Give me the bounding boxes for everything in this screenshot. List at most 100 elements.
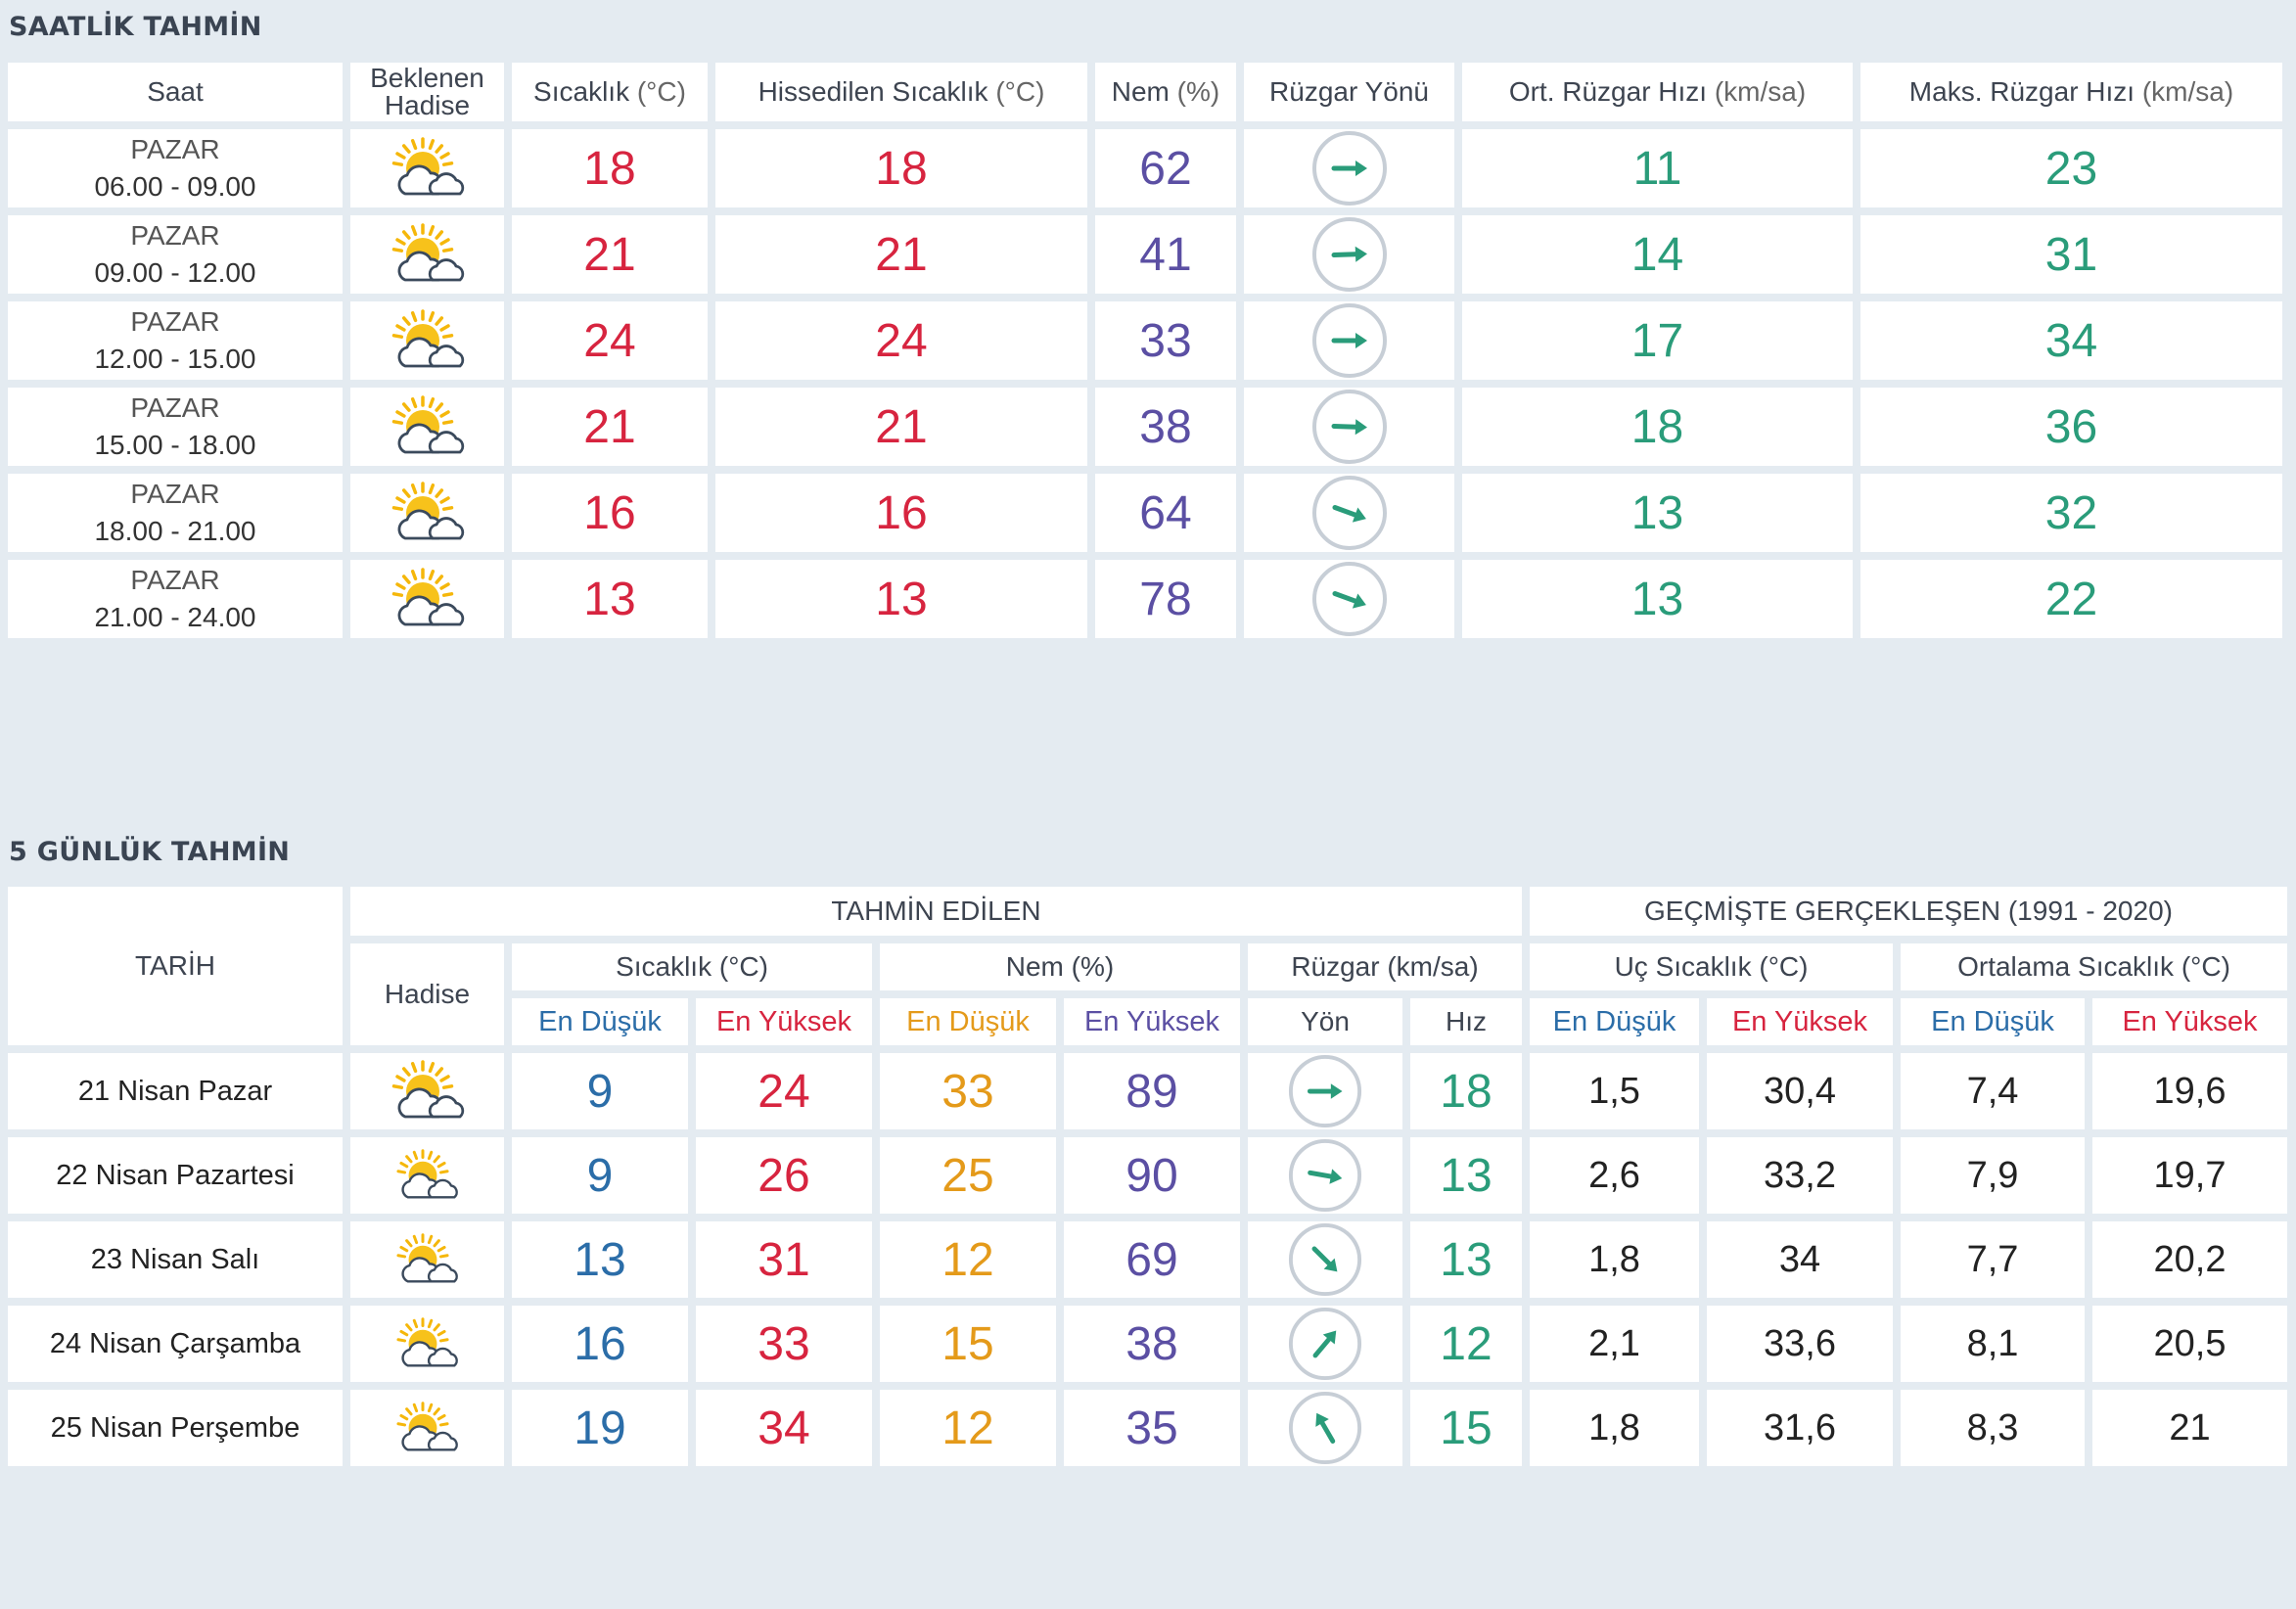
daily-date: 24 Nisan Çarşamba xyxy=(8,1306,343,1382)
hourly-time-cell: PAZAR 21.00 - 24.00 xyxy=(8,560,343,638)
daily-temp-max: 31 xyxy=(696,1221,872,1298)
daily-wind-speed: 18 xyxy=(1410,1053,1522,1129)
daily-wind-speed: 15 xyxy=(1410,1390,1522,1466)
partly-cloudy-icon xyxy=(350,223,504,286)
daily-row: 25 Nisan Perşembe 19 34 12 35 15 1,8 31,6 8,3 2… xyxy=(8,1390,2287,1466)
hourly-time-cell: PAZAR 09.00 - 12.00 xyxy=(8,215,343,294)
hourly-feels-like: 24 xyxy=(715,301,1087,380)
daily-date: 22 Nisan Pazartesi xyxy=(8,1137,343,1214)
hourly-time-range: 21.00 - 24.00 xyxy=(94,602,256,632)
hourly-time-range: 06.00 - 09.00 xyxy=(94,171,256,202)
daily-humidity-min: 25 xyxy=(880,1137,1056,1214)
hourly-humidity: 41 xyxy=(1095,215,1236,294)
partly-cloudy-icon xyxy=(350,1149,504,1202)
partly-cloudy-icon xyxy=(350,1317,504,1370)
header-temp-unit: (°C) xyxy=(636,76,686,107)
daily-extreme-max: 33,2 xyxy=(1707,1137,1893,1214)
hourly-weather-cell xyxy=(350,129,504,207)
daily-date: 25 Nisan Perşembe xyxy=(8,1390,343,1466)
daily-wind-direction xyxy=(1248,1137,1402,1214)
daily-humidity-min: 33 xyxy=(880,1053,1056,1129)
daily-average-max: 19,6 xyxy=(2092,1053,2287,1129)
daily-average-max: 21 xyxy=(2092,1390,2287,1466)
daily-row: 24 Nisan Çarşamba 16 33 15 38 12 2,1 33,6 8,1 2… xyxy=(8,1306,2287,1382)
hourly-temperature: 24 xyxy=(512,301,708,380)
header-extreme-min: En Düşük xyxy=(1530,998,1699,1045)
hourly-wind-direction xyxy=(1244,215,1454,294)
daily-humidity-min: 15 xyxy=(880,1306,1056,1382)
header-feels-label: Hissedilen Sıcaklık xyxy=(758,76,988,107)
daily-humidity-max: 89 xyxy=(1064,1053,1240,1129)
header-hadise-line2: Hadise xyxy=(384,90,471,120)
header-extreme-temperature: Uç Sıcaklık (°C) xyxy=(1530,943,1893,990)
hourly-day: PAZAR xyxy=(130,306,220,337)
hourly-weather-cell xyxy=(350,215,504,294)
daily-humidity-min: 12 xyxy=(880,1221,1056,1298)
daily-extreme-min: 1,5 xyxy=(1530,1053,1699,1129)
header-wind-direction: Rüzgar Yönü xyxy=(1244,63,1454,121)
hourly-row: PAZAR 12.00 - 15.00 24 24 33 17 34 xyxy=(8,301,2282,380)
wind-direction-arrow-icon xyxy=(1248,1053,1402,1129)
wind-direction-arrow-icon xyxy=(1244,560,1454,638)
hourly-wind-direction xyxy=(1244,474,1454,552)
hourly-humidity: 64 xyxy=(1095,474,1236,552)
hourly-wind-avg: 18 xyxy=(1462,388,1853,466)
hourly-temperature: 13 xyxy=(512,560,708,638)
hourly-feels-like: 13 xyxy=(715,560,1087,638)
hourly-day: PAZAR xyxy=(130,392,220,423)
header-temp-label: Sıcaklık xyxy=(533,76,630,107)
daily-extreme-max: 33,6 xyxy=(1707,1306,1893,1382)
header-history-group: GEÇMİŞTE GERÇEKLEŞEN (1991 - 2020) xyxy=(1530,887,2287,936)
daily-average-max: 20,2 xyxy=(2092,1221,2287,1298)
daily-temp-max: 34 xyxy=(696,1390,872,1466)
hourly-temperature: 18 xyxy=(512,129,708,207)
daily-extreme-max: 34 xyxy=(1707,1221,1893,1298)
daily-wind-speed: 13 xyxy=(1410,1221,1522,1298)
daily-date: 23 Nisan Salı xyxy=(8,1221,343,1298)
header-forecast-group: TAHMİN EDİLEN xyxy=(350,887,1522,936)
header-average-min: En Düşük xyxy=(1901,998,2085,1045)
daily-humidity-max: 38 xyxy=(1064,1306,1240,1382)
hourly-weather-cell xyxy=(350,301,504,380)
wind-direction-arrow-icon xyxy=(1248,1306,1402,1382)
hourly-row: PAZAR 21.00 - 24.00 13 13 78 13 22 xyxy=(8,560,2282,638)
daily-wind-direction xyxy=(1248,1390,1402,1466)
header-average-temperature: Ortalama Sıcaklık (°C) xyxy=(1901,943,2287,990)
daily-average-max: 19,7 xyxy=(2092,1137,2287,1214)
hourly-humidity: 38 xyxy=(1095,388,1236,466)
hourly-time-cell: PAZAR 06.00 - 09.00 xyxy=(8,129,343,207)
hourly-humidity: 78 xyxy=(1095,560,1236,638)
hourly-feels-like: 21 xyxy=(715,388,1087,466)
hourly-time-range: 09.00 - 12.00 xyxy=(94,257,256,288)
daily-temp-max: 26 xyxy=(696,1137,872,1214)
header-hadise-line1: Beklenen xyxy=(370,63,484,93)
daily-humidity-max: 35 xyxy=(1064,1390,1240,1466)
wind-direction-arrow-icon xyxy=(1244,215,1454,294)
hourly-forecast-table: Saat Beklenen Hadise Sıcaklık (°C) Hisse… xyxy=(0,55,2290,646)
hourly-day: PAZAR xyxy=(130,220,220,251)
header-daily-humidity: Nem (%) xyxy=(880,943,1240,990)
hourly-wind-max: 32 xyxy=(1860,474,2282,552)
hourly-row: PAZAR 15.00 - 18.00 21 21 38 18 36 xyxy=(8,388,2282,466)
hourly-feels-like: 18 xyxy=(715,129,1087,207)
hourly-time-cell: PAZAR 12.00 - 15.00 xyxy=(8,301,343,380)
daily-wind-direction xyxy=(1248,1306,1402,1382)
daily-wind-speed: 13 xyxy=(1410,1137,1522,1214)
header-hadise: Hadise xyxy=(350,943,504,1045)
header-humidity-unit: (%) xyxy=(1176,76,1220,107)
hourly-day: PAZAR xyxy=(130,479,220,509)
daily-average-min: 8,1 xyxy=(1901,1306,2085,1382)
header-wind-dir: Yön xyxy=(1248,998,1402,1045)
daily-humidity-min: 12 xyxy=(880,1390,1056,1466)
hourly-day: PAZAR xyxy=(130,134,220,164)
hourly-weather-cell xyxy=(350,560,504,638)
header-temp-max: En Yüksek xyxy=(696,998,872,1045)
hourly-weather-cell xyxy=(350,474,504,552)
partly-cloudy-icon xyxy=(350,1233,504,1286)
daily-temp-min: 9 xyxy=(512,1053,688,1129)
hourly-feels-like: 16 xyxy=(715,474,1087,552)
header-temperature: Sıcaklık (°C) xyxy=(512,63,708,121)
daily-row: 23 Nisan Salı 13 31 12 69 13 1,8 34 7,7 20,2 xyxy=(8,1221,2287,1298)
header-beklenen-hadise: Beklenen Hadise xyxy=(350,63,504,121)
wind-direction-arrow-icon xyxy=(1244,129,1454,207)
